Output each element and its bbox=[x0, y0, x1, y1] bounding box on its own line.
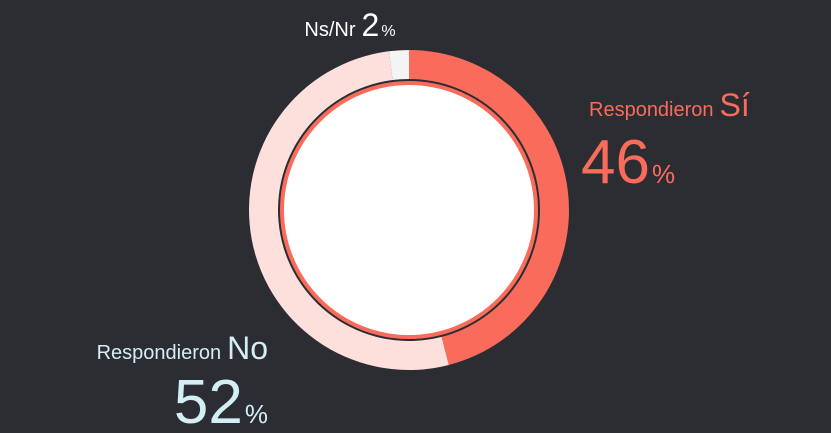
label-prefix: Respondieron bbox=[97, 342, 222, 364]
value-label: 46% bbox=[581, 128, 675, 197]
value-label: 52% bbox=[174, 368, 268, 433]
slice bbox=[388, 50, 409, 81]
unit: % bbox=[652, 159, 675, 189]
donut bbox=[248, 50, 569, 371]
donut-center bbox=[280, 81, 538, 339]
label-name: Sí bbox=[720, 87, 750, 123]
label-name: Ns/Nr bbox=[304, 19, 355, 41]
value: 46 bbox=[581, 128, 650, 197]
unit: % bbox=[381, 23, 395, 40]
unit: % bbox=[245, 399, 268, 429]
label-prefix: Respondieron bbox=[589, 99, 714, 121]
slice bbox=[409, 50, 569, 365]
label-name: No bbox=[227, 330, 268, 366]
slice-label: Respondieron Sí bbox=[589, 87, 750, 123]
slice bbox=[248, 51, 449, 371]
value: 52 bbox=[174, 368, 243, 433]
value: 2 bbox=[362, 7, 380, 43]
slice-label: Respondieron No bbox=[97, 330, 268, 366]
slice-label: Ns/Nr 2% bbox=[304, 7, 395, 43]
